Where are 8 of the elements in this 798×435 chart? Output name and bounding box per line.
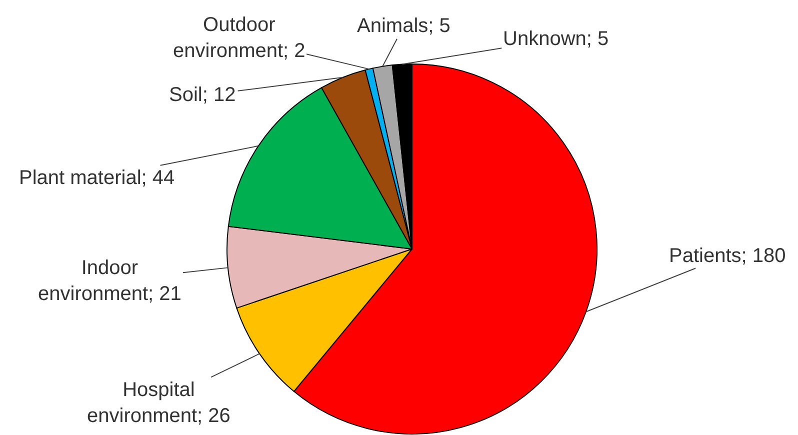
slice-label: Hospital environment; 26 — [87, 379, 230, 427]
slice-label: Indoor environment; 21 — [38, 257, 182, 305]
slice-label: Plant material; 44 — [19, 167, 175, 189]
slice-label: Animals; 5 — [357, 15, 450, 37]
slice-label: Outdoor environment; 2 — [173, 14, 306, 62]
slice-label: Patients; 180 — [669, 245, 786, 267]
slice-label: Unknown; 5 — [503, 28, 609, 50]
slice-label: Soil; 12 — [169, 84, 236, 106]
